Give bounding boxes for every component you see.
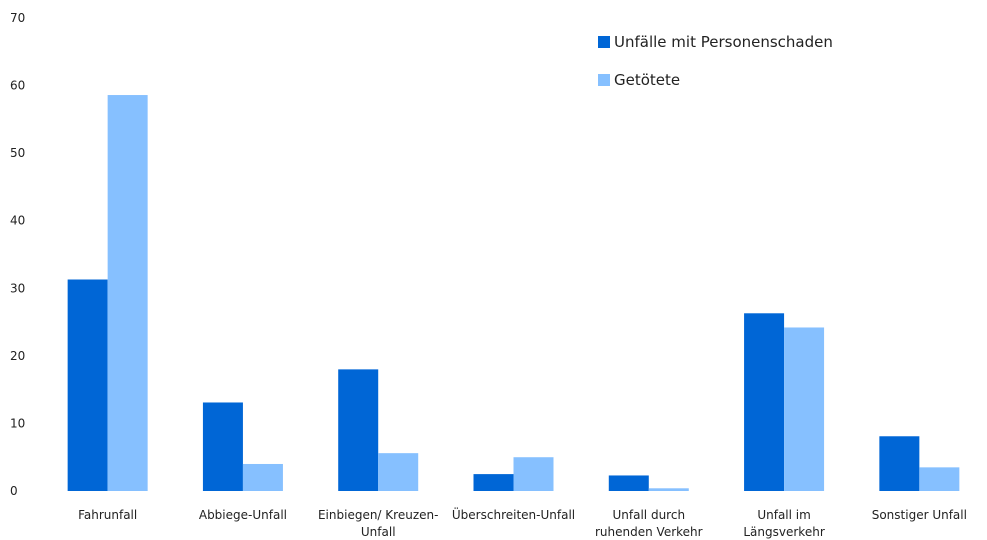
y-tick-label: 70 (10, 11, 25, 25)
x-category-label-line: Unfall durch (613, 508, 686, 522)
legend-swatch (598, 74, 610, 86)
y-tick-label: 30 (10, 281, 25, 295)
y-tick-label: 50 (10, 146, 25, 160)
x-category-label-line: ruhenden Verkehr (595, 525, 703, 539)
legend-label: Unfälle mit Personenschaden (614, 33, 833, 51)
y-tick-label: 60 (10, 79, 25, 93)
bar-unfaelle (879, 436, 920, 491)
x-category-label: Unfall im Längsverkehr (743, 508, 824, 539)
bar-getoetete (648, 488, 689, 491)
y-tick-label: 0 (10, 484, 18, 498)
x-category-label-line: Sonstiger Unfall (872, 508, 967, 522)
bars (67, 95, 960, 491)
bar-unfaelle (202, 402, 243, 491)
x-category-label-line: Unfall (361, 525, 396, 539)
x-category-label-line: Längsverkehr (743, 525, 824, 539)
x-category-label: Fahrunfall (78, 508, 137, 522)
bar-getoetete (107, 95, 148, 491)
bar-getoetete (513, 457, 554, 491)
x-category-label-line: Fahrunfall (78, 508, 137, 522)
bar-unfaelle (338, 369, 379, 491)
legend-swatch (598, 36, 610, 48)
legend: Unfälle mit Personenschaden Getötete (598, 33, 833, 89)
bar-getoetete (242, 463, 283, 491)
bar-getoetete (919, 467, 960, 491)
y-axis: 0 10 20 30 40 50 60 70 (10, 11, 25, 498)
x-category-label: Einbiegen/ Kreuzen- Unfall (318, 508, 438, 539)
bar-unfaelle (473, 474, 514, 491)
bar-unfaelle (744, 313, 785, 491)
x-category-label-line: Unfall im (757, 508, 810, 522)
x-category-label-line: Überschreiten-Unfall (452, 506, 575, 522)
bar-unfaelle (608, 475, 649, 491)
x-category-label: Unfall durch ruhenden Verkehr (595, 508, 703, 539)
x-category-label: Abbiege-Unfall (199, 508, 287, 522)
y-tick-label: 20 (10, 349, 25, 363)
bar-getoetete (378, 453, 419, 491)
y-tick-label: 10 (10, 416, 25, 430)
y-tick-label: 40 (10, 214, 25, 228)
x-category-label: Überschreiten-Unfall (452, 506, 575, 522)
x-category-label-line: Einbiegen/ Kreuzen- (318, 508, 438, 522)
bar-unfaelle (67, 279, 108, 491)
legend-label: Getötete (614, 71, 680, 89)
x-category-label-line: Abbiege-Unfall (199, 508, 287, 522)
x-category-label: Sonstiger Unfall (872, 508, 967, 522)
bar-getoetete (784, 327, 825, 491)
x-axis: Fahrunfall Abbiege-Unfall Einbiegen/ Kreuz… (78, 506, 967, 539)
